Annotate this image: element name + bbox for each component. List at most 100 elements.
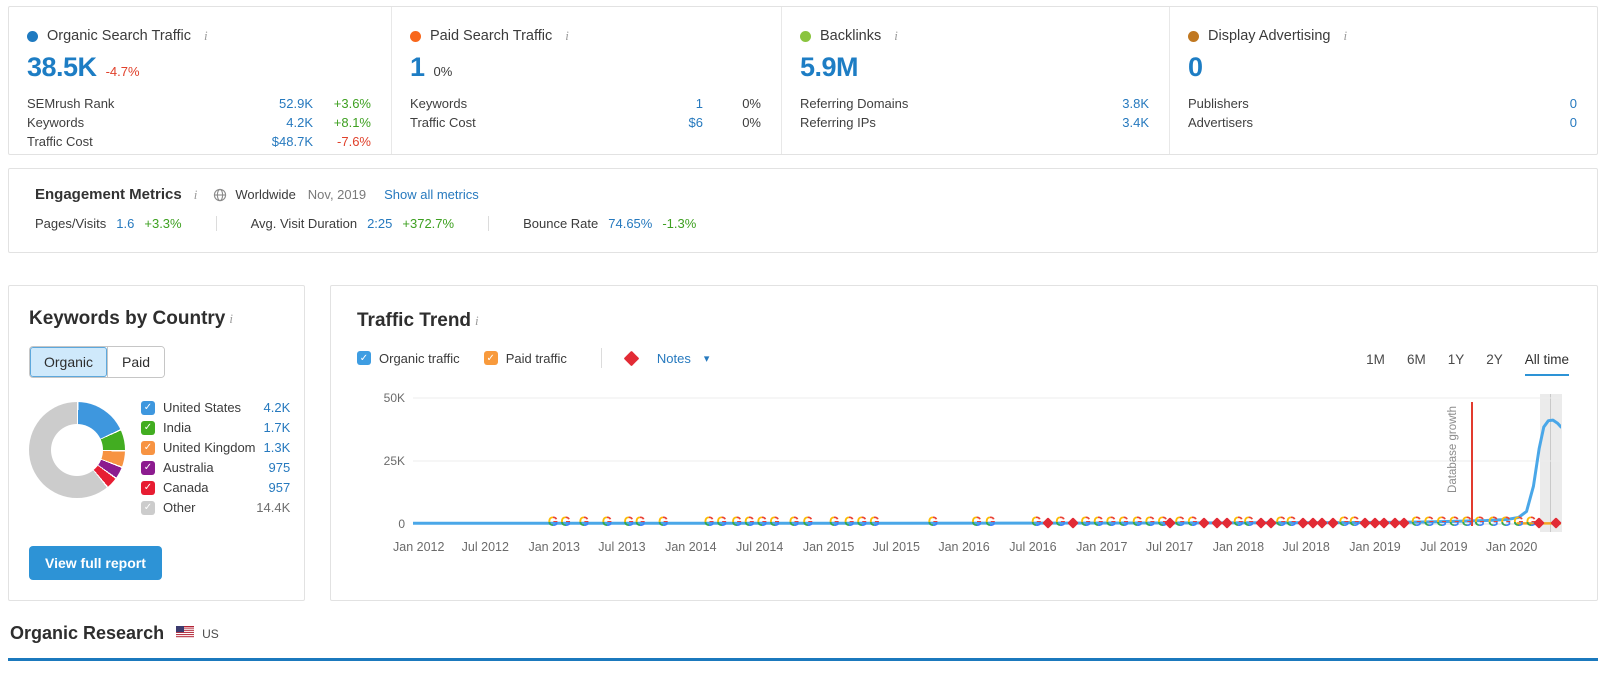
country-value[interactable]: 975	[268, 460, 291, 475]
google-update-marker[interactable]: G	[1031, 514, 1042, 529]
show-all-metrics-link[interactable]: Show all metrics	[384, 187, 479, 202]
google-update-marker[interactable]: G	[1349, 514, 1360, 529]
google-update-marker[interactable]: G	[1118, 514, 1129, 529]
stat-value[interactable]: 3.8K	[1122, 96, 1149, 111]
checkbox-united-states[interactable]: ✓	[141, 400, 155, 415]
stat-value[interactable]: 0	[1569, 96, 1577, 111]
google-update-marker[interactable]: G	[1187, 514, 1198, 529]
country-value[interactable]: 1.7K	[263, 420, 291, 435]
organic-traffic-checkbox[interactable]: ✓	[357, 351, 371, 365]
google-update-marker[interactable]: G	[1448, 514, 1460, 529]
google-update-marker[interactable]: G	[1338, 514, 1350, 529]
google-update-marker[interactable]: G	[1488, 514, 1499, 529]
google-update-marker[interactable]: G	[1411, 514, 1422, 529]
stat-value[interactable]: $48.7K	[271, 134, 313, 149]
google-update-marker[interactable]: G	[1055, 514, 1066, 529]
google-update-marker[interactable]: G	[856, 514, 868, 529]
metric-label: Pages/Visits	[35, 216, 107, 231]
time-range-selector: 1M 6M 1Y 2Y All time	[1366, 352, 1569, 376]
paid-traffic-toggle[interactable]: ✓ Paid traffic	[483, 351, 567, 366]
google-update-marker[interactable]: G	[1080, 514, 1091, 529]
google-update-marker[interactable]: G	[716, 514, 728, 529]
google-update-marker[interactable]: G	[985, 514, 996, 529]
card-main-value[interactable]: 38.5K	[27, 52, 97, 82]
range-1m[interactable]: 1M	[1366, 352, 1385, 367]
card-main-value[interactable]: 1	[410, 52, 425, 82]
google-update-marker[interactable]: G	[1423, 514, 1435, 529]
google-update-marker[interactable]: G	[560, 514, 571, 529]
google-update-marker[interactable]: G	[1436, 514, 1447, 529]
google-update-marker[interactable]: G	[1174, 514, 1186, 529]
google-update-marker[interactable]: G	[1275, 514, 1287, 529]
google-update-marker[interactable]: G	[788, 514, 800, 529]
google-update-marker[interactable]: G	[869, 514, 880, 529]
checkbox-other[interactable]: ✓	[141, 500, 155, 515]
checkbox-india[interactable]: ✓	[141, 420, 155, 435]
info-icon[interactable]: i	[204, 28, 208, 43]
google-update-marker[interactable]: G	[744, 514, 755, 529]
range-6m[interactable]: 6M	[1406, 352, 1426, 367]
stat-value[interactable]: 1	[695, 96, 703, 111]
google-update-marker[interactable]: G	[843, 514, 855, 529]
google-update-marker[interactable]: G	[547, 514, 559, 529]
range-all-time[interactable]: All time	[1524, 352, 1569, 376]
google-update-marker[interactable]: G	[578, 514, 590, 529]
info-icon[interactable]: i	[565, 28, 569, 43]
info-icon[interactable]: i	[193, 186, 198, 202]
google-update-marker[interactable]: G	[829, 514, 840, 529]
google-update-marker[interactable]: G	[1500, 514, 1512, 529]
google-update-marker[interactable]: G	[1525, 514, 1537, 529]
stat-value[interactable]: 52.9K	[279, 96, 313, 111]
google-update-marker[interactable]: G	[927, 514, 939, 529]
checkbox-canada[interactable]: ✓	[141, 480, 155, 495]
google-update-marker[interactable]: G	[1144, 514, 1156, 529]
checkbox-united-kingdom[interactable]: ✓	[141, 440, 155, 455]
info-icon[interactable]: i	[894, 28, 898, 43]
paid-traffic-checkbox[interactable]: ✓	[483, 351, 498, 365]
keywords-donut-chart[interactable]	[29, 402, 125, 498]
range-2y[interactable]: 2Y	[1486, 352, 1503, 367]
google-update-marker[interactable]: G	[1285, 514, 1297, 529]
google-update-marker[interactable]: G	[1157, 514, 1168, 529]
notes-dropdown[interactable]: Notes	[656, 350, 691, 366]
google-update-marker[interactable]: G	[731, 514, 742, 529]
google-update-marker[interactable]: G	[756, 514, 768, 529]
google-update-marker[interactable]: G	[1093, 514, 1104, 529]
google-update-marker[interactable]: G	[623, 514, 635, 529]
view-full-report-button[interactable]: View full report	[29, 546, 162, 580]
stat-value[interactable]: 3.4K	[1122, 115, 1149, 130]
stat-value[interactable]: 4.2K	[286, 115, 313, 130]
range-1y[interactable]: 1Y	[1447, 352, 1465, 367]
google-update-marker[interactable]: G	[1132, 514, 1143, 529]
google-update-marker[interactable]: G	[1233, 514, 1244, 529]
stat-value[interactable]: 0	[1569, 115, 1577, 130]
country-value[interactable]: 4.2K	[263, 400, 291, 415]
checkbox-australia[interactable]: ✓	[141, 460, 155, 475]
tab-paid[interactable]: Paid	[107, 347, 165, 377]
stat-delta: -7.6%	[337, 134, 371, 149]
google-update-marker[interactable]: G	[635, 514, 646, 529]
info-icon[interactable]: i	[229, 311, 233, 326]
card-main-value[interactable]: 5.9M	[800, 52, 859, 82]
google-update-marker[interactable]: G	[601, 514, 613, 529]
card-main-value[interactable]: 0	[1188, 52, 1203, 82]
google-update-marker[interactable]: G	[657, 514, 669, 529]
google-update-marker[interactable]: G	[769, 514, 780, 529]
info-icon[interactable]: i	[1343, 28, 1348, 43]
google-update-marker[interactable]: G	[971, 514, 982, 529]
google-update-marker[interactable]: G	[1105, 514, 1117, 529]
google-update-marker[interactable]: G	[703, 514, 715, 529]
country-value[interactable]: 957	[268, 480, 291, 495]
google-update-marker[interactable]: G	[1461, 514, 1473, 529]
google-update-marker[interactable]: G	[1474, 514, 1485, 529]
chevron-down-icon[interactable]: ▾	[703, 352, 710, 365]
google-update-marker[interactable]: G	[802, 514, 814, 529]
stat-value[interactable]: $6	[688, 115, 703, 130]
google-update-marker[interactable]: G	[1243, 514, 1254, 529]
info-icon[interactable]: i	[475, 313, 479, 328]
organic-traffic-toggle[interactable]: ✓ Organic traffic	[357, 351, 460, 366]
country-value[interactable]: 1.3K	[263, 440, 291, 455]
card-title: Display Advertising	[1208, 28, 1331, 44]
tab-organic[interactable]: Organic	[30, 347, 108, 377]
google-update-marker[interactable]: G	[1513, 514, 1524, 529]
